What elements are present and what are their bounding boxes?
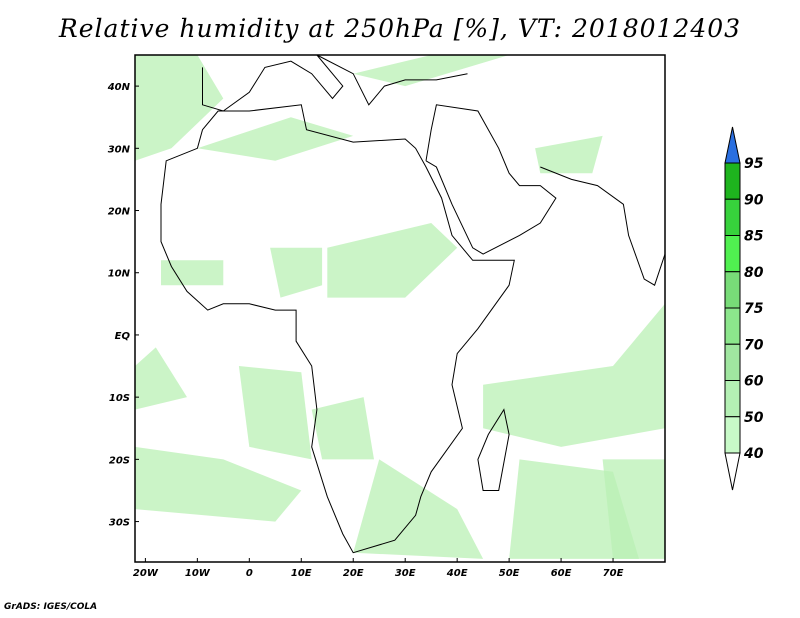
- lat-tick-label: 10S: [109, 393, 130, 404]
- colorbar-segment: [724, 198, 741, 236]
- colorbar-segment: [724, 416, 741, 454]
- colorbar-segment: [724, 162, 741, 200]
- lon-tick-label: 70E: [603, 568, 624, 579]
- colorbar-over-arrow: [724, 126, 741, 164]
- lon-tick-label: 20E: [343, 568, 364, 579]
- humidity-area: [353, 55, 510, 87]
- lat-tick-label: 30N: [108, 144, 131, 155]
- axis-ticks: 20W 10W 0 10E 20E 30E 40E 50E 60E 70E 40N 30N 20N 10N…: [107, 82, 624, 579]
- colorbar-label: 95: [744, 156, 764, 172]
- colorbar-under-arrow: [724, 452, 741, 491]
- lon-tick-label: 40E: [446, 568, 468, 579]
- colorbar-segment: [724, 235, 741, 273]
- credit-label: GrADS: IGES/COLA: [4, 602, 98, 612]
- humidity-area: [197, 117, 354, 161]
- colorbar-label: 70: [744, 337, 764, 353]
- lon-tick-label: 10E: [291, 568, 312, 579]
- lon-tick-label: 30E: [395, 568, 416, 579]
- lat-tick-label: 20S: [109, 455, 130, 466]
- lat-tick-label: 40N: [107, 82, 131, 93]
- colorbar-segment: [724, 343, 741, 381]
- colorbar-label: 90: [744, 192, 764, 208]
- colorbar-label: 75: [744, 301, 764, 317]
- madagascar-coastline: [477, 408, 510, 491]
- colorbar-label: 50: [744, 410, 764, 426]
- lat-tick-label: 10N: [108, 269, 131, 280]
- lon-tick-label: 60E: [551, 568, 572, 579]
- lon-tick-label: 20W: [133, 568, 159, 579]
- colorbar-segment: [724, 271, 741, 309]
- coastlines: [160, 54, 666, 554]
- humidity-area: [135, 446, 302, 522]
- humidity-area: [311, 397, 374, 460]
- humidity-area: [161, 260, 224, 286]
- lon-tick-label: 0: [246, 568, 253, 579]
- humidity-area: [238, 366, 312, 460]
- arabia-coastline: [425, 104, 557, 255]
- asia-coastline: [540, 166, 666, 286]
- humidity-area: [270, 247, 323, 298]
- humidity-area: [353, 459, 484, 559]
- humidity-area: [535, 135, 603, 174]
- colorbar-label: 60: [744, 374, 764, 390]
- lon-tick-label: 10W: [185, 568, 211, 579]
- colorbar-segment: [724, 380, 741, 418]
- europe-coastline: [202, 54, 468, 112]
- humidity-area: [602, 459, 665, 559]
- lon-tick-label: 50E: [499, 568, 520, 579]
- lat-tick-label: 20N: [108, 207, 131, 218]
- lat-tick-label: EQ: [115, 331, 131, 342]
- colorbar-label: 85: [744, 229, 764, 245]
- colorbar-label: 80: [744, 265, 764, 281]
- africa-coastline: [160, 104, 515, 554]
- humidity-area: [135, 55, 224, 161]
- colorbar-segment: [724, 307, 741, 345]
- map-title: Relative humidity at 250hPa [%], VT: 201…: [58, 14, 742, 43]
- map-frame: [134, 54, 666, 563]
- humidity-area: [327, 223, 458, 298]
- lat-tick-label: 30S: [109, 518, 130, 529]
- humidity-area: [483, 303, 665, 447]
- humidity-fields: [135, 55, 665, 559]
- colorbar-label: 40: [743, 446, 764, 462]
- humidity-area: [135, 347, 187, 410]
- colorbar: 40 50 60 70 75 80 85 90 95: [724, 126, 764, 491]
